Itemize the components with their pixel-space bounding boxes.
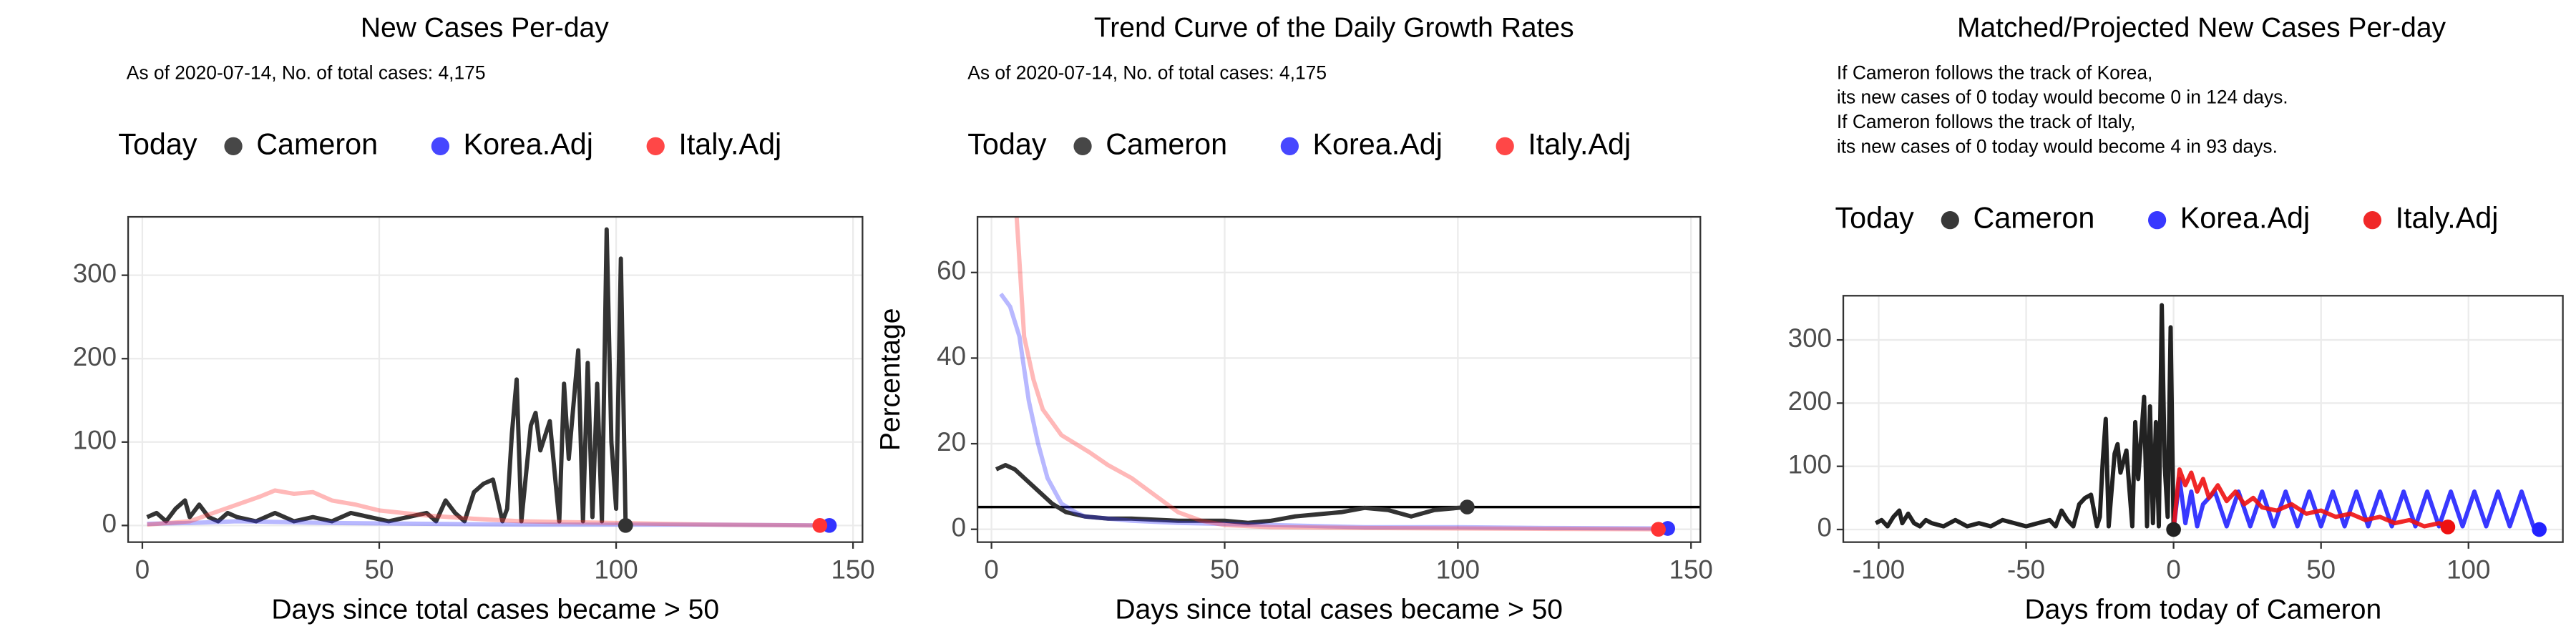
series-line — [2171, 467, 2449, 530]
series-line — [1874, 303, 2176, 530]
today-marker — [1651, 522, 1666, 537]
legend-label: Korea.Adj — [2180, 202, 2310, 235]
x-tick-label: 100 — [2446, 555, 2490, 585]
legend-label: Italy.Adj — [678, 127, 781, 160]
legend-title: Today — [967, 127, 1047, 160]
legend-label: Italy.Adj — [2396, 202, 2499, 235]
legend-title: Today — [1835, 202, 1915, 235]
legend-title: Today — [118, 127, 197, 160]
legend-swatch — [224, 137, 243, 155]
panel: Trend Curve of the Daily Growth Rates As … — [875, 13, 1713, 625]
legend-swatch — [646, 137, 665, 155]
y-tick-label: 200 — [1788, 386, 1832, 416]
legend-swatch — [1073, 137, 1092, 155]
x-axis-label: Days from today of Cameron — [2024, 594, 2381, 625]
today-marker — [812, 518, 828, 533]
panel-border — [127, 215, 864, 543]
chart-title: New Cases Per-day — [361, 13, 609, 44]
series-line — [999, 292, 1668, 531]
x-tick-label: -100 — [1853, 555, 1906, 585]
today-marker — [2166, 522, 2181, 537]
series-line — [146, 227, 628, 526]
legend-swatch — [1280, 137, 1299, 155]
y-tick-label: 60 — [937, 256, 966, 286]
today-marker — [2532, 522, 2547, 537]
x-tick-label: 0 — [2166, 555, 2180, 585]
panel: Matched/Projected New Cases Per-day If Ca… — [1788, 13, 2564, 625]
x-tick-label: 0 — [984, 555, 998, 585]
legend-swatch — [2147, 211, 2167, 230]
y-tick-label: 300 — [73, 258, 117, 288]
today-marker — [2440, 519, 2456, 535]
subtitle: As of 2020-07-14, No. of total cases: 4,… — [127, 62, 486, 83]
note: If Cameron follows the track of Italy, — [1837, 111, 2136, 132]
note: its new cases of 0 today would become 0 … — [1837, 87, 2288, 108]
x-axis-label: Days since total cases became > 50 — [1115, 594, 1563, 625]
legend-label: Italy.Adj — [1528, 127, 1631, 160]
series-line — [2171, 477, 2541, 532]
x-tick-label: 150 — [831, 555, 874, 585]
x-tick-label: 50 — [2306, 555, 2336, 585]
y-tick-label: 20 — [937, 427, 966, 457]
y-tick-label: 100 — [73, 425, 117, 454]
subtitle: As of 2020-07-14, No. of total cases: 4,… — [967, 62, 1327, 83]
plot-area — [146, 227, 830, 528]
series-line — [147, 488, 820, 528]
chart-title: Matched/Projected New Cases Per-day — [1957, 13, 2446, 44]
series-line — [147, 519, 830, 528]
note: If Cameron follows the track of Korea, — [1837, 62, 2153, 83]
today-marker — [1460, 499, 1475, 514]
x-tick-label: 150 — [1669, 555, 1713, 585]
plot-area — [1874, 303, 2541, 532]
x-tick-label: 50 — [1210, 555, 1239, 585]
y-tick-label: 0 — [952, 512, 966, 542]
x-tick-label: 100 — [594, 555, 638, 585]
x-tick-label: 50 — [365, 555, 394, 585]
panel-border — [976, 215, 1702, 543]
legend-label: Cameron — [1106, 127, 1227, 160]
legend-label: Cameron — [256, 127, 378, 160]
plot-area — [977, 217, 1701, 532]
x-tick-label: -50 — [2007, 555, 2045, 585]
panel-border — [1842, 295, 2564, 543]
legend-label: Korea.Adj — [464, 127, 593, 160]
y-tick-label: 0 — [102, 509, 117, 538]
y-tick-label: 300 — [1788, 323, 1832, 353]
legend-label: Korea.Adj — [1313, 127, 1443, 160]
legend-swatch — [431, 137, 450, 155]
legend-swatch — [1941, 211, 1959, 230]
y-tick-label: 100 — [1788, 449, 1832, 479]
y-axis-label: Percentage — [875, 308, 906, 452]
x-tick-label: 100 — [1436, 555, 1480, 585]
panel: New Cases Per-day As of 2020-07-14, No. o… — [73, 13, 875, 625]
x-axis-label: Days since total cases became > 50 — [271, 594, 719, 625]
y-tick-label: 200 — [73, 342, 117, 371]
today-marker — [618, 518, 633, 533]
y-tick-label: 0 — [1818, 513, 1832, 542]
x-tick-label: 0 — [135, 555, 150, 585]
legend-swatch — [2363, 211, 2382, 230]
legend-swatch — [1496, 137, 1514, 155]
series-line — [995, 463, 1468, 525]
y-tick-label: 40 — [937, 341, 966, 371]
series-line — [1014, 217, 1659, 532]
legend-label: Cameron — [1973, 202, 2094, 235]
chart-title: Trend Curve of the Daily Growth Rates — [1094, 13, 1574, 44]
note: its new cases of 0 today would become 4 … — [1837, 136, 2278, 157]
